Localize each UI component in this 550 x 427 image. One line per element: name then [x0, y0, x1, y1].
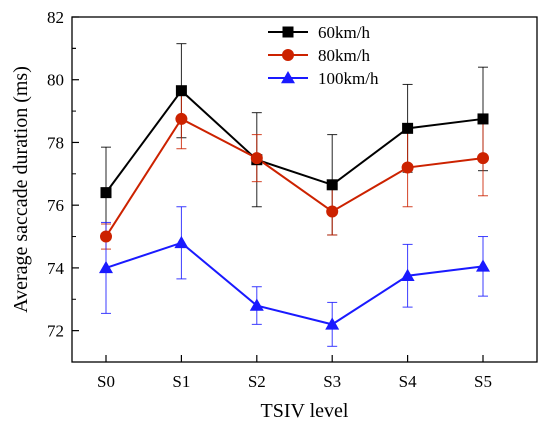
x-tick-label: S3 [323, 372, 341, 391]
legend: 60km/h 80km/h 100km/h [268, 23, 379, 88]
x-tick-label: S4 [399, 372, 417, 391]
data-point [401, 161, 414, 174]
data-point [477, 113, 489, 125]
legend-marker [282, 49, 294, 61]
x-tick-label: S5 [474, 372, 492, 391]
data-point [175, 85, 187, 97]
x-tick-label: S2 [248, 372, 266, 391]
x-axis-title: TSIV level [261, 400, 349, 422]
error-bars-layer [101, 43, 488, 347]
y-axis-title: Average saccade duration (ms) [10, 66, 32, 313]
data-point [325, 317, 340, 330]
legend-label: 100km/h [318, 69, 379, 88]
data-point [402, 122, 414, 134]
y-tick-label: 74 [47, 259, 65, 278]
plot-frame [71, 16, 538, 363]
data-point [326, 205, 339, 218]
markers-layer [99, 85, 490, 330]
tick-labels: 72 74 76 78 80 82 S0 S1 S2 S3 S4 S5 [47, 8, 492, 391]
legend-label: 80km/h [318, 46, 370, 65]
legend-marker [281, 71, 295, 84]
y-tick-label: 82 [47, 8, 64, 27]
series-lines-layer [105, 89, 484, 326]
y-tick-label: 76 [47, 196, 64, 215]
data-point [477, 152, 489, 165]
data-point [175, 112, 188, 125]
data-point [249, 298, 264, 311]
data-point [100, 230, 112, 243]
x-tick-label: S0 [97, 372, 115, 391]
data-point [400, 268, 415, 281]
data-point [100, 187, 112, 199]
data-point [174, 235, 189, 249]
series-line-100km/h [105, 241, 484, 326]
y-tick-label: 78 [47, 133, 64, 152]
series-line-80km/h [105, 117, 484, 238]
data-point [250, 152, 263, 165]
y-tick-label: 72 [47, 322, 64, 341]
data-point [326, 179, 338, 191]
y-tick-label: 80 [47, 71, 64, 90]
legend-label: 60km/h [318, 23, 370, 42]
x-tick-label: S1 [172, 372, 190, 391]
axes [71, 16, 538, 363]
data-point [99, 260, 113, 274]
legend-marker [282, 26, 294, 38]
data-point [476, 259, 490, 272]
series-line-60km/h [105, 89, 484, 194]
